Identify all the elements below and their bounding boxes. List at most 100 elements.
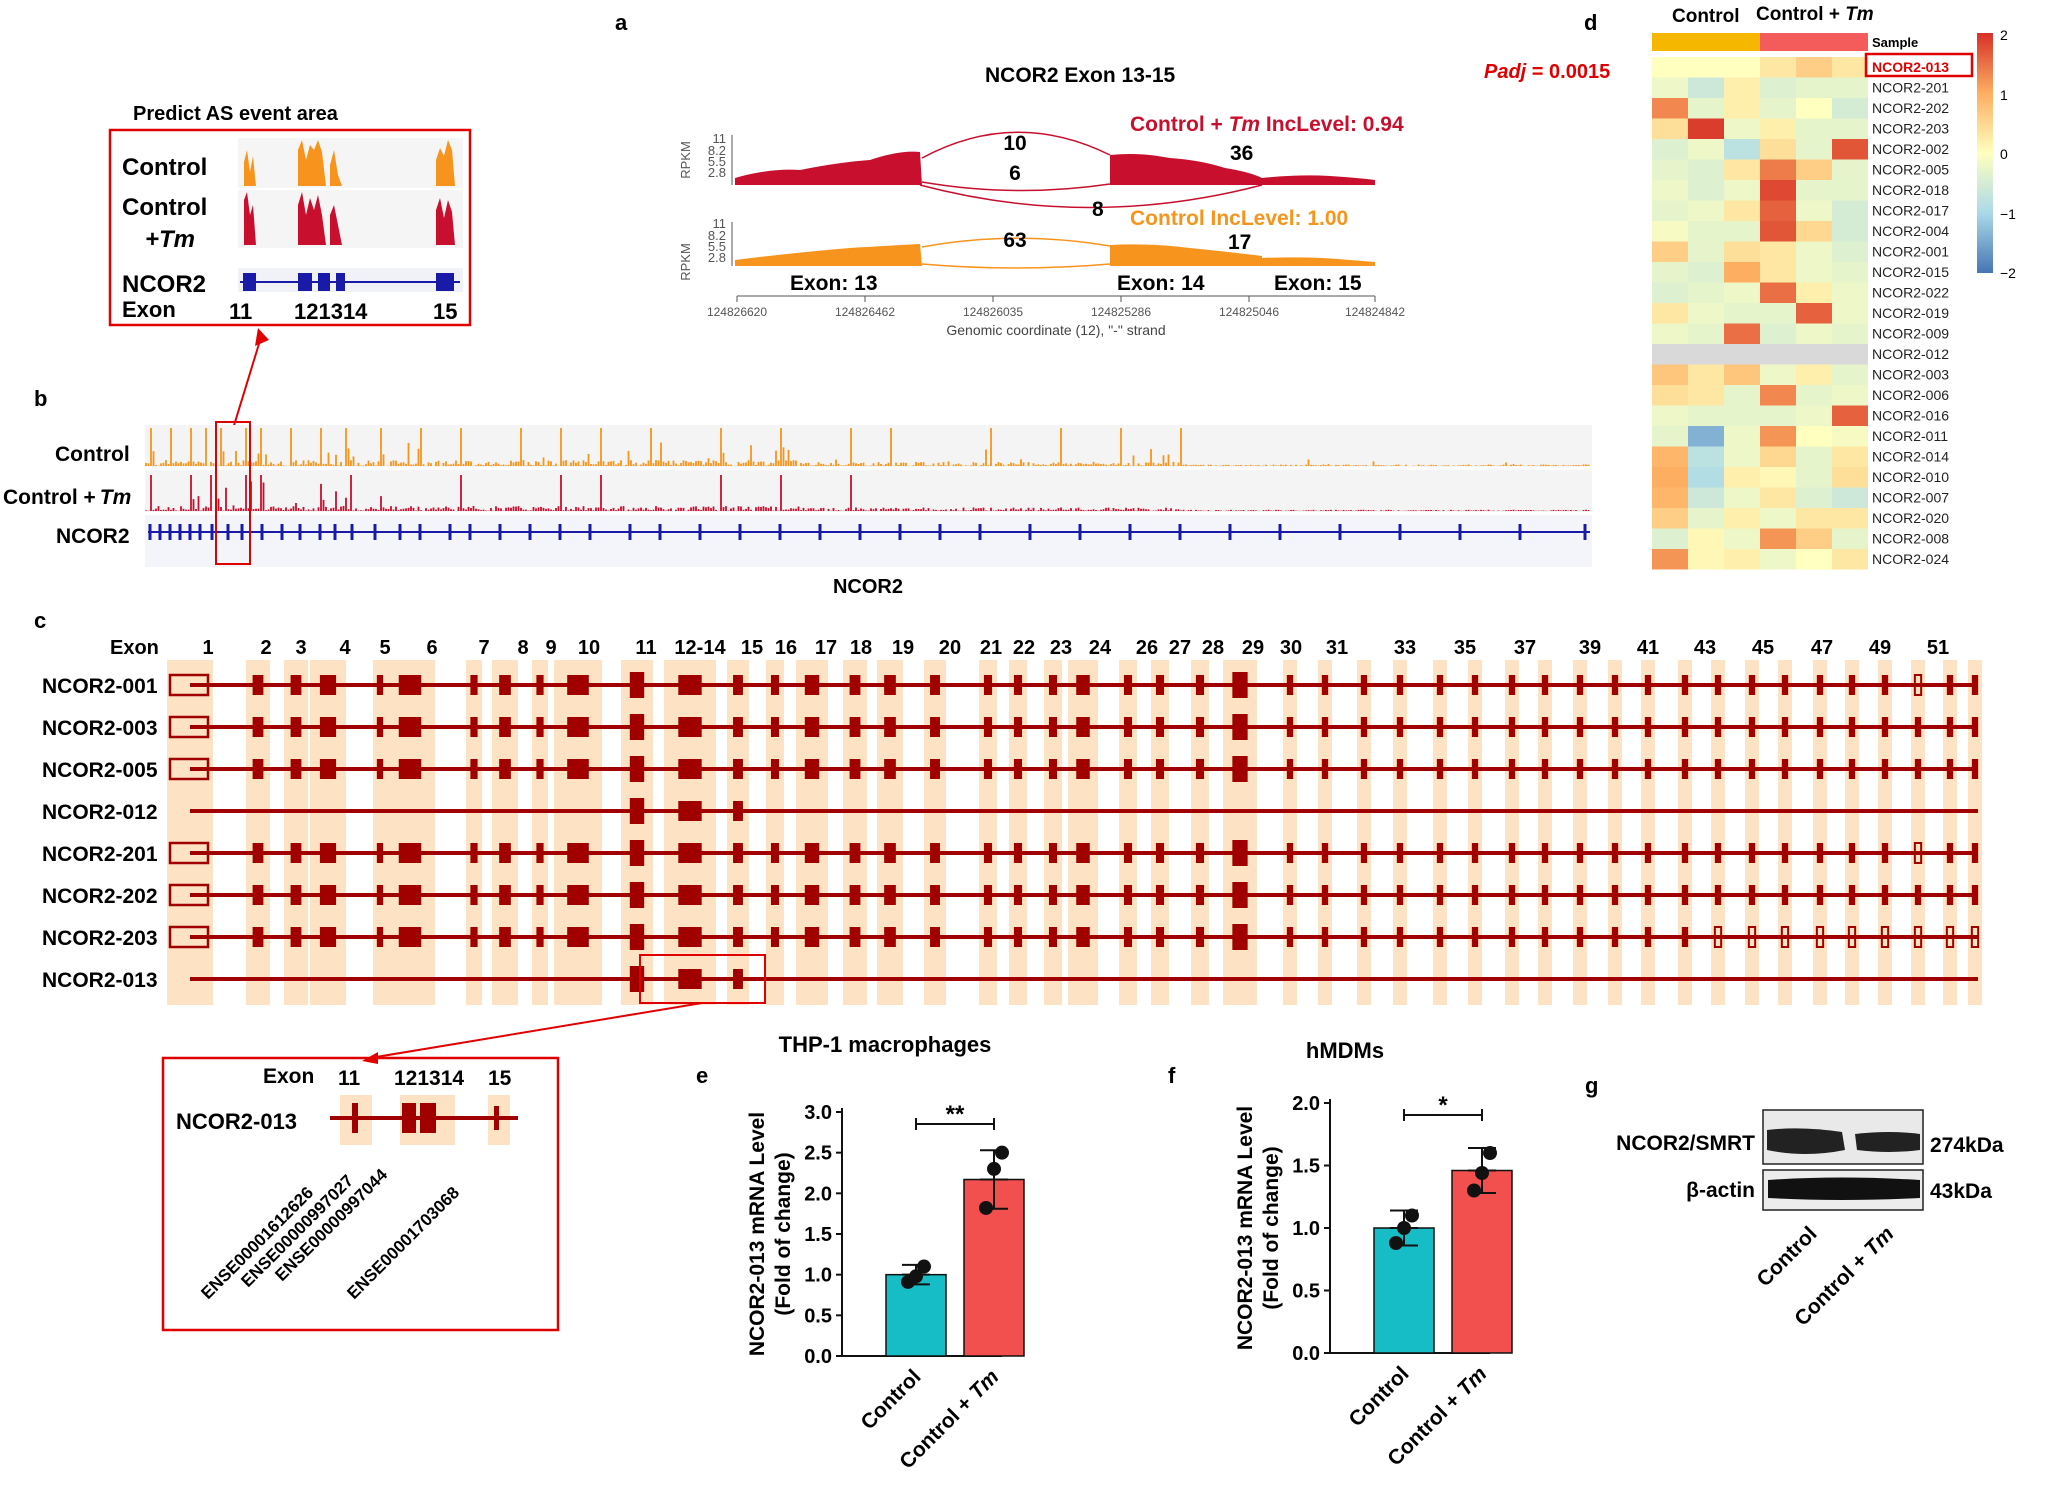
heatmap-row-label: NCOR2-020 bbox=[1872, 510, 1949, 526]
heatmap-cell bbox=[1832, 139, 1868, 160]
exon-block bbox=[804, 927, 820, 947]
exon-column-bg bbox=[664, 660, 716, 1005]
y-axis-label-2: (Fold of change) bbox=[772, 1152, 795, 1315]
exon-block bbox=[376, 675, 384, 695]
heatmap-cell bbox=[1688, 426, 1724, 447]
exon-block bbox=[252, 759, 264, 779]
exon-block bbox=[930, 927, 940, 947]
exon-block bbox=[1155, 885, 1165, 905]
exon-column-bg bbox=[1468, 660, 1482, 1005]
exon-block bbox=[252, 843, 264, 863]
y-tick-label: 0.5 bbox=[1292, 1281, 1320, 1303]
exon-block bbox=[1644, 843, 1652, 863]
heatmap-cell bbox=[1760, 467, 1796, 488]
exon-block bbox=[930, 885, 940, 905]
exon-block bbox=[1681, 885, 1689, 905]
zoom-exon-block-15 bbox=[494, 1106, 499, 1130]
zoom-isoform-label: NCOR2-013 bbox=[176, 1109, 297, 1134]
heatmap-cell bbox=[1724, 200, 1760, 221]
exon-block bbox=[567, 885, 589, 905]
ensembl-ids: ENSE00001612626 ENSE00000997027 ENSE0000… bbox=[197, 1165, 463, 1303]
exon-block bbox=[1611, 717, 1619, 737]
heatmap-col-control: Control bbox=[1672, 6, 1740, 27]
sashimi-tm-junction-mid bbox=[921, 181, 1111, 192]
exon-block bbox=[1360, 759, 1368, 779]
heatmap-cell bbox=[1796, 221, 1832, 242]
heatmap-cell bbox=[1832, 344, 1868, 365]
exon-columns bbox=[167, 660, 1982, 1005]
gene-exon-tick bbox=[210, 524, 214, 540]
heatmap-cell bbox=[1760, 528, 1796, 549]
exon-number: 22 bbox=[1013, 637, 1035, 659]
heatmap-cell bbox=[1796, 528, 1832, 549]
exon-column-bg bbox=[532, 660, 548, 1005]
exon-block bbox=[470, 885, 478, 905]
gene-exon-tick bbox=[1398, 524, 1402, 540]
zoom-exon-block-13 bbox=[420, 1103, 436, 1133]
inset-exon-15 bbox=[436, 273, 454, 291]
heatmap-cell bbox=[1724, 446, 1760, 467]
heatmap-cell bbox=[1760, 282, 1796, 303]
exon-block bbox=[1123, 843, 1133, 863]
sashimi-tm-count-1: 10 bbox=[1003, 132, 1026, 155]
sashimi-tm-junction-top bbox=[921, 131, 1111, 159]
exon-block bbox=[319, 927, 337, 947]
coord: 124824842 bbox=[1345, 305, 1405, 319]
exon-block bbox=[1611, 675, 1619, 695]
sashimi-ticks-tm: 11 8.2 5.5 2.8 bbox=[708, 131, 726, 180]
exon-block bbox=[470, 759, 478, 779]
panel-letter-g: g bbox=[1585, 1073, 1598, 1098]
gene-exon-tick bbox=[498, 524, 502, 540]
heatmap-cell bbox=[1724, 241, 1760, 262]
heatmap-cell bbox=[1724, 426, 1760, 447]
isoform-label: NCOR2-005 bbox=[42, 759, 158, 782]
exon-block bbox=[733, 717, 743, 737]
heatmap-cell bbox=[1688, 446, 1724, 467]
exon-block bbox=[884, 717, 896, 737]
exon-column-bg bbox=[979, 660, 997, 1005]
exon-block bbox=[1396, 675, 1404, 695]
exon-block bbox=[1076, 675, 1090, 695]
gene-exon-tick bbox=[698, 524, 702, 540]
exon-block bbox=[849, 843, 861, 863]
heatmap-cell bbox=[1652, 364, 1688, 385]
heatmap-cell bbox=[1688, 282, 1724, 303]
inset-exon-11 bbox=[243, 273, 256, 291]
inset-exon-11-num: 11 bbox=[229, 299, 252, 324]
exon-block bbox=[1576, 927, 1584, 947]
inset-exon-12 bbox=[298, 273, 312, 291]
exon-block bbox=[252, 927, 264, 947]
exon-number: 4 bbox=[339, 637, 351, 659]
heatmap-cell bbox=[1724, 139, 1760, 160]
exon-block bbox=[733, 759, 743, 779]
inset-exon-12-14-num: 121314 bbox=[294, 299, 368, 324]
exon-block bbox=[1714, 717, 1722, 737]
exon-column-bg bbox=[1968, 660, 1982, 1005]
label: Tm bbox=[1229, 113, 1261, 136]
exon-number: 20 bbox=[939, 637, 961, 659]
x-tick-label-part: Control + bbox=[1383, 1385, 1469, 1471]
exon-number: 18 bbox=[850, 637, 872, 659]
exon-block bbox=[1913, 842, 1923, 864]
exon-block bbox=[1946, 717, 1954, 737]
exon-block bbox=[1848, 885, 1856, 905]
heatmap-cell bbox=[1724, 323, 1760, 344]
label: Tm bbox=[100, 486, 132, 509]
exon-block bbox=[398, 927, 422, 947]
gene-exon-tick bbox=[398, 524, 402, 540]
exon-column-bg bbox=[1393, 660, 1407, 1005]
heatmap-cell bbox=[1832, 487, 1868, 508]
gene-exon-tick bbox=[280, 524, 284, 540]
heatmap-cell bbox=[1832, 262, 1868, 283]
exon-block bbox=[1508, 927, 1516, 947]
exon-block bbox=[1232, 672, 1248, 698]
gene-exon-tick bbox=[448, 524, 452, 540]
zoom-exon-15: 15 bbox=[488, 1067, 512, 1090]
exon-block bbox=[376, 843, 384, 863]
exon-column-bg bbox=[1711, 660, 1725, 1005]
exon-block bbox=[849, 717, 861, 737]
exon-block bbox=[1232, 714, 1248, 740]
exon-number: 37 bbox=[1514, 637, 1536, 659]
heatmap-cell bbox=[1760, 118, 1796, 139]
sashimi-title: NCOR2 Exon 13-15 bbox=[985, 64, 1176, 87]
